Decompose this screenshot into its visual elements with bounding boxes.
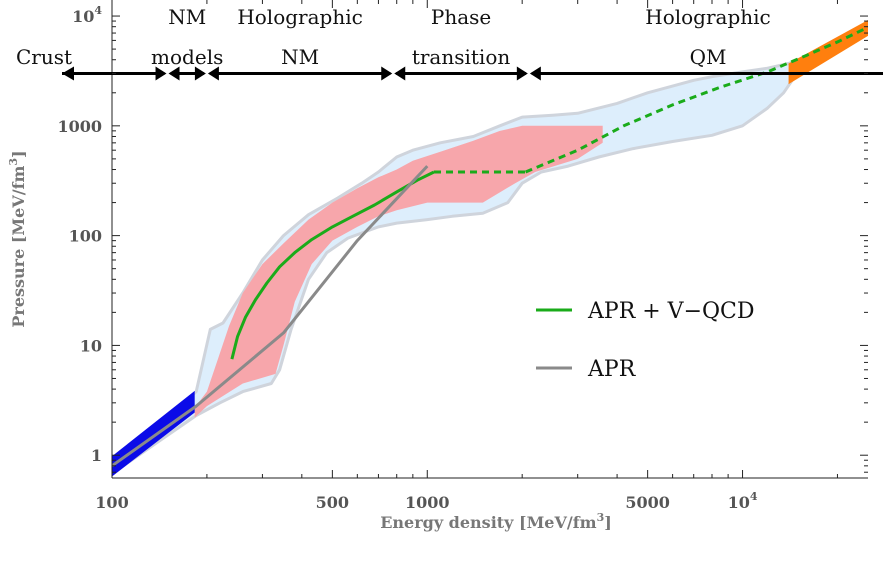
arrow-head <box>155 66 167 81</box>
y-tick-label: 100 <box>69 227 102 246</box>
region-label-holographic-nm: Holographic <box>237 5 363 29</box>
region-label-crust: Crust <box>16 45 72 69</box>
x-tick-label: 1000 <box>405 493 450 512</box>
y-tick-label: 1 <box>91 446 102 465</box>
plot-frame <box>111 0 868 479</box>
legend: APR + V−QCD APR <box>536 299 755 382</box>
region-label-nm-models: NM <box>168 5 206 29</box>
series-layer <box>112 25 868 468</box>
region-arrows <box>62 66 883 81</box>
x-tick-label: 104 <box>728 490 758 512</box>
legend-label-apr-v-qcd: APR + V−QCD <box>587 299 755 324</box>
y-tick-label: 1000 <box>57 117 102 136</box>
region-label-holographic-qm: Holographic <box>645 5 771 29</box>
y-tick-label: 10 <box>80 336 102 355</box>
y-axis: 1 10 100 1000 104 <box>57 4 868 473</box>
x-tick-label: 500 <box>316 493 349 512</box>
series-line-apr-0 <box>112 165 429 468</box>
arrow-head <box>516 66 528 81</box>
bands-layer <box>112 20 868 477</box>
arrow-head <box>381 66 393 81</box>
band-envelope <box>112 52 813 476</box>
x-tick-label: 5000 <box>625 493 670 512</box>
arrow-head <box>62 66 74 81</box>
arrow-head <box>207 66 219 81</box>
y-axis-title: Pressure [MeV/fm3] <box>7 150 28 327</box>
region-label-holographic-nm: NM <box>281 45 319 69</box>
series-line-apr-v-qcd-2 <box>525 25 868 174</box>
region-label-nm-models: models <box>151 45 223 69</box>
x-tick-label: 100 <box>95 493 128 512</box>
arrow-head <box>529 66 541 81</box>
band-crust <box>112 390 195 477</box>
region-label-phase-transition: Phase <box>431 5 491 29</box>
x-axis: 100 500 1000 5000 104 <box>95 0 838 512</box>
region-label-phase-transition: transition <box>412 45 511 69</box>
series-apr <box>112 165 429 468</box>
series-apr-v-qcd <box>230 25 868 360</box>
series-line-apr-v-qcd-0 <box>230 170 435 360</box>
arrow-head <box>168 66 180 81</box>
y-tick-label: 104 <box>72 4 102 26</box>
region-label-holographic-qm: QM <box>690 45 727 69</box>
region-labels: Crust NM models Holographic NM Phase transitio… <box>16 5 771 69</box>
arrow-head <box>394 66 406 81</box>
x-axis-title: Energy density [MeV/fm3] <box>380 511 612 532</box>
legend-label-apr: APR <box>587 357 637 382</box>
arrow-head <box>194 66 206 81</box>
